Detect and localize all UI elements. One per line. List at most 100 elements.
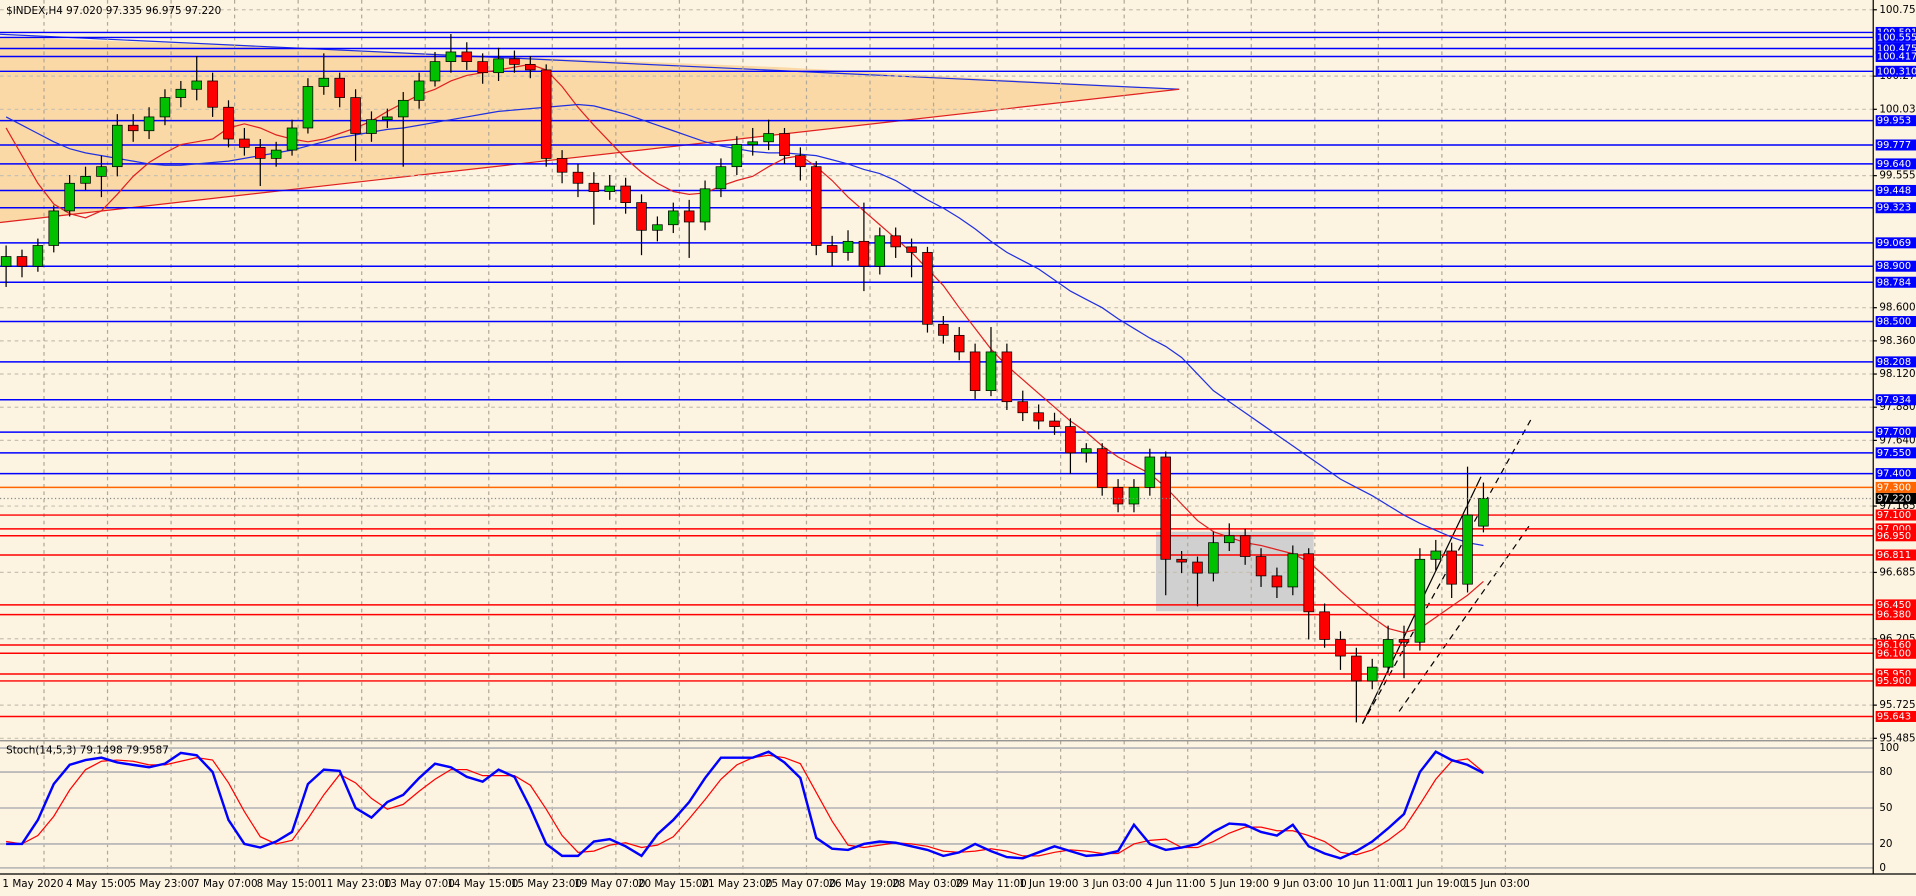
candle-body [1335, 639, 1346, 657]
x-tick-label: 15 Jun 03:00 [1464, 878, 1530, 890]
candle-body [683, 210, 695, 223]
candle-body [842, 240, 854, 253]
level-tag [1875, 139, 1916, 151]
level-label: 97.700 [1877, 427, 1911, 438]
candle-body [588, 182, 600, 192]
level-tag [1875, 710, 1916, 722]
candle-body [64, 182, 75, 212]
candle-body [795, 155, 806, 168]
x-tick-label: 20 May 15:00 [638, 878, 709, 890]
candle-body [540, 69, 552, 159]
candle-body [239, 138, 250, 148]
y-tick-label: 95.485 [1879, 732, 1915, 744]
candle-body [191, 80, 202, 90]
candle-body [302, 86, 314, 129]
candle-body [1255, 556, 1267, 577]
stoch-tick-label: 100 [1879, 742, 1899, 754]
candle-body [350, 97, 361, 134]
candle-body [1081, 448, 1092, 454]
level-label: 100.310 [1877, 66, 1916, 77]
candle-body [1176, 558, 1187, 563]
candle-body [509, 58, 520, 65]
level-tag [1875, 530, 1916, 542]
candle-body [747, 141, 758, 145]
candle-body [1144, 456, 1156, 488]
x-tick-label: 14 May 15:00 [447, 878, 518, 890]
x-tick-label: 25 May 07:00 [765, 878, 836, 890]
candle-body [699, 188, 711, 223]
level-tag [1875, 202, 1916, 214]
y-tick-label: 99.555 [1879, 170, 1915, 182]
candle-body [874, 235, 886, 267]
level-tag [1875, 42, 1916, 54]
candle-body [763, 133, 774, 143]
stoch-tick-label: 50 [1879, 802, 1892, 814]
candle-body [48, 210, 60, 246]
level-label: 97.100 [1877, 510, 1911, 521]
candle-body [922, 252, 933, 325]
stoch-title: Stoch(14,5,3) 79.1498 79.9587 [6, 745, 169, 757]
candle-body [477, 61, 488, 74]
candle-body [96, 166, 107, 177]
level-tag [1875, 599, 1916, 611]
level-tag [1875, 426, 1916, 438]
ma-fast [5, 63, 1484, 634]
level-label: 100.417 [1877, 52, 1916, 63]
level-label: 97.300 [1877, 482, 1911, 493]
candle-body [1128, 487, 1140, 505]
x-tick-label: 8 May 15:00 [257, 878, 322, 890]
candle-body [906, 246, 917, 253]
level-tag [1875, 184, 1916, 196]
candle-body [1192, 561, 1203, 574]
level-label: 98.900 [1877, 261, 1911, 272]
candle-body [779, 133, 790, 156]
level-label: 95.643 [1877, 711, 1911, 722]
stoch-tick-label: 0 [1879, 862, 1886, 874]
candle-body [1414, 558, 1426, 643]
level-tag [1875, 31, 1916, 43]
level-tag [1875, 356, 1916, 368]
x-tick-label: 11 May 23:00 [320, 878, 391, 890]
x-tick-label: 29 May 11:00 [956, 878, 1027, 890]
level-label: 98.208 [1877, 357, 1911, 368]
level-tag [1875, 237, 1916, 249]
candle-body [1160, 456, 1171, 560]
level-label: 96.160 [1877, 640, 1911, 651]
level-tag [1875, 260, 1916, 272]
level-label: 99.069 [1877, 238, 1911, 249]
stoch-k [6, 750, 1484, 860]
level-tag [1875, 668, 1916, 680]
level-label: 97.400 [1877, 469, 1911, 480]
candle-body [556, 158, 568, 173]
channel-line [1361, 418, 1532, 724]
candle-body [207, 80, 218, 108]
level-tag [1875, 609, 1916, 621]
candle-body [969, 351, 981, 392]
candle-body [652, 224, 663, 231]
candle-body [318, 77, 330, 87]
level-label: 97.934 [1877, 395, 1911, 406]
level-tag [1875, 647, 1916, 659]
candle-body [1001, 351, 1013, 403]
trend-line [0, 33, 1180, 90]
candle-body [1033, 412, 1044, 422]
candle-body [429, 61, 441, 82]
level-label: 99.640 [1877, 159, 1911, 170]
x-tick-label: 15 May 23:00 [511, 878, 582, 890]
level-tag [1875, 316, 1916, 328]
candle-body [1112, 487, 1124, 505]
x-tick-label: 5 Jun 19:00 [1210, 878, 1269, 890]
level-label: 98.500 [1877, 317, 1911, 328]
candle-body [334, 77, 345, 98]
level-label: 98.784 [1877, 277, 1911, 288]
candle-body [811, 166, 822, 246]
candle-body [382, 116, 393, 121]
level-label: 97.550 [1877, 448, 1911, 459]
level-label: 99.777 [1877, 140, 1911, 151]
level-label: 99.448 [1877, 185, 1911, 196]
candle-body [493, 58, 504, 74]
x-tick-label: 21 May 23:00 [701, 878, 772, 890]
candle-body [80, 175, 91, 184]
candle-body [112, 124, 123, 168]
x-tick-label: 26 May 19:00 [828, 878, 899, 890]
